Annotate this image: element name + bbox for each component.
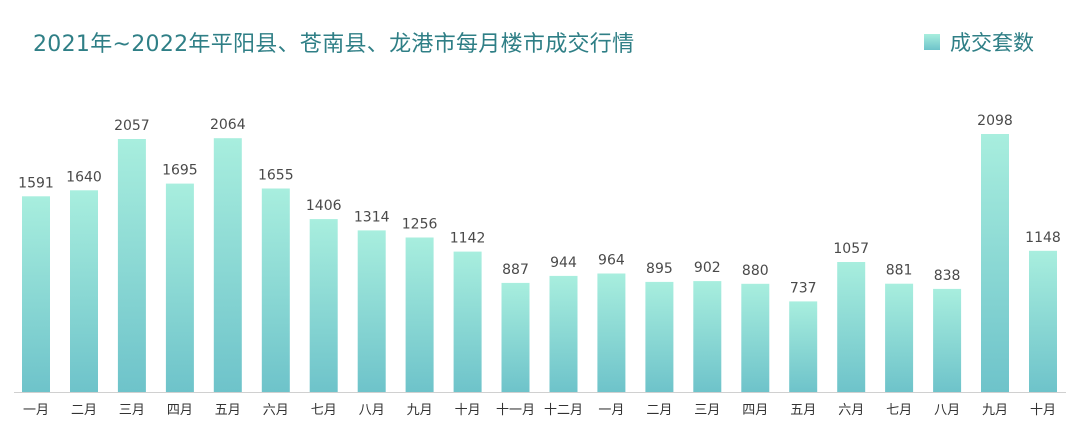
x-tick-label-9: 九月: [407, 403, 433, 418]
bar-value-label-14: 895: [646, 261, 673, 277]
x-tick-label-16: 四月: [742, 403, 768, 418]
bar-value-label-15: 902: [694, 260, 721, 276]
bar-20: [933, 288, 962, 392]
bar-value-label-19: 881: [886, 263, 913, 279]
bar-18: [837, 262, 866, 392]
bar-value-label-5: 2064: [210, 117, 246, 133]
bar-2: [70, 190, 98, 392]
x-tick-label-2: 二月: [71, 403, 97, 418]
bar-9: [405, 237, 434, 392]
legend-label: 成交套数: [950, 31, 1034, 55]
bar-value-label-10: 1142: [450, 231, 486, 247]
bar-value-label-11: 887: [502, 262, 529, 278]
bar-8: [357, 230, 386, 392]
x-tick-label-21: 九月: [982, 403, 1008, 418]
x-tick-label-19: 七月: [886, 403, 912, 418]
x-tick-label-13: 一月: [598, 403, 624, 418]
x-tick-label-20: 八月: [934, 403, 960, 418]
bar-value-label-13: 964: [598, 253, 625, 269]
bar-value-label-17: 737: [790, 280, 817, 296]
bar-11: [501, 282, 530, 392]
bar-value-label-8: 1314: [354, 209, 390, 225]
bar-12: [549, 275, 578, 392]
x-tick-label-22: 十月: [1030, 403, 1056, 418]
bar-13: [597, 273, 626, 392]
x-tick-label-5: 五月: [215, 403, 241, 418]
bar-value-label-4: 1695: [162, 163, 198, 179]
x-tick-label-6: 六月: [263, 403, 289, 418]
bar-21: [981, 134, 1009, 392]
bar-value-label-20: 838: [934, 268, 961, 284]
bar-14: [645, 281, 674, 392]
chart-title: 2021年~2022年平阳县、苍南县、龙港市每月楼市成交行情: [33, 32, 635, 57]
x-tick-label-15: 三月: [694, 403, 720, 418]
bar-value-label-7: 1406: [306, 198, 342, 214]
bar-value-label-6: 1655: [258, 168, 294, 184]
x-tick-label-7: 七月: [311, 403, 337, 418]
x-tick-label-1: 一月: [23, 403, 49, 418]
bar-value-label-16: 880: [742, 263, 769, 279]
bar-6: [261, 188, 290, 392]
bar-value-label-22: 1148: [1025, 230, 1061, 246]
x-tick-label-14: 二月: [646, 403, 672, 418]
x-tick-label-3: 三月: [119, 403, 145, 418]
bar-value-label-12: 944: [550, 255, 577, 271]
bar-value-label-1: 1591: [18, 175, 54, 191]
bar-value-label-18: 1057: [833, 241, 869, 257]
bar-22: [1029, 250, 1057, 392]
bar-5: [213, 138, 242, 392]
x-tick-label-8: 八月: [359, 403, 385, 418]
x-tick-label-11: 十一月: [496, 403, 535, 418]
legend: 成交套数: [924, 27, 1034, 57]
bar-value-label-9: 1256: [402, 217, 438, 233]
bar-15: [693, 281, 722, 392]
bar-10: [453, 251, 482, 392]
x-tick-label-4: 四月: [167, 403, 193, 418]
bar-3: [117, 139, 146, 392]
bars-group: 1591 1640 2057 1695 2064 1655 1406 1314 1256 1142…: [18, 113, 1061, 392]
bar-value-label-3: 2057: [114, 118, 150, 134]
bar-16: [741, 283, 770, 392]
x-tick-labels: 一月 二月 三月 四月 五月 六月 七月 八月 九月 十月 十一月 十二月 一月 二月 三月 四月 五月 六月 七月…: [23, 403, 1056, 418]
bar-7: [309, 219, 338, 392]
x-tick-label-12: 十二月: [544, 403, 583, 418]
bar-19: [885, 283, 914, 392]
bar-value-label-2: 1640: [66, 169, 102, 185]
bar-1: [22, 196, 50, 392]
x-tick-label-10: 十月: [455, 403, 481, 418]
bar-17: [789, 301, 818, 392]
bar-value-label-21: 2098: [977, 113, 1013, 129]
bar-4: [165, 183, 194, 392]
legend-swatch: [924, 34, 940, 50]
x-tick-label-18: 六月: [838, 403, 864, 418]
x-tick-label-17: 五月: [790, 403, 816, 418]
